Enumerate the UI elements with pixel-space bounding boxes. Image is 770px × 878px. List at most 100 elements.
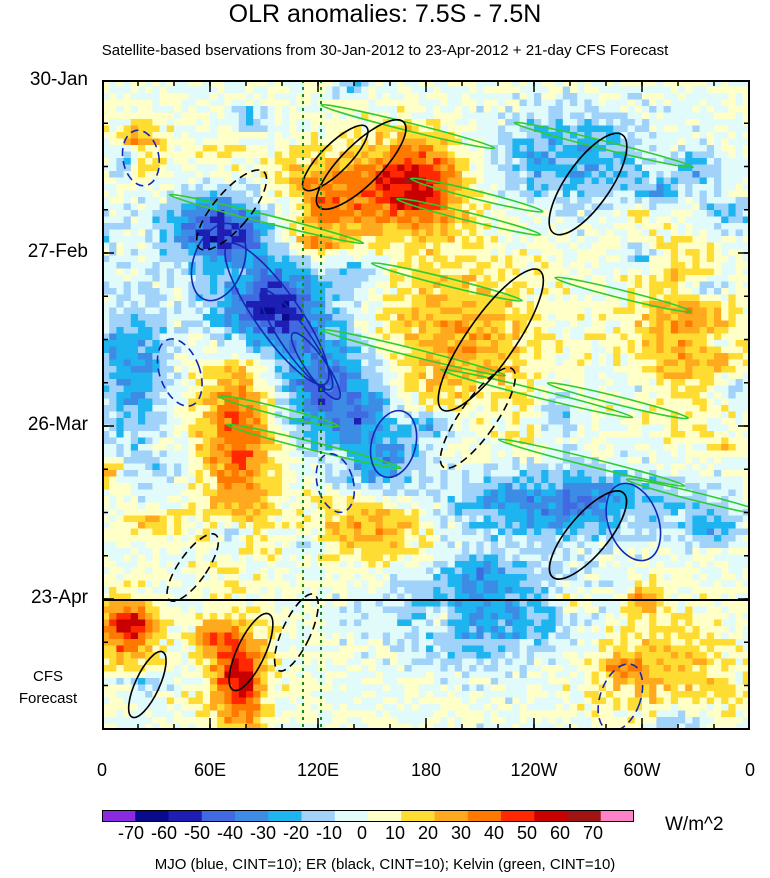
olr-cell bbox=[721, 184, 729, 191]
olr-cell bbox=[289, 366, 297, 373]
olr-cell bbox=[368, 190, 376, 198]
olr-cell bbox=[303, 268, 312, 276]
olr-cell bbox=[354, 86, 362, 94]
olr-cell bbox=[685, 99, 693, 107]
olr-cell bbox=[426, 301, 434, 308]
olr-cell bbox=[685, 236, 693, 243]
olr-cell bbox=[498, 203, 506, 211]
olr-cell bbox=[123, 340, 132, 347]
olr-cell bbox=[382, 236, 391, 243]
olr-cell bbox=[303, 275, 312, 282]
olr-cell bbox=[166, 106, 175, 113]
olr-cell bbox=[462, 346, 470, 354]
olr-cell bbox=[469, 307, 477, 315]
olr-cell bbox=[541, 93, 549, 100]
olr-cell bbox=[397, 268, 405, 276]
olr-cell bbox=[310, 119, 319, 126]
olr-cell bbox=[123, 151, 132, 159]
olr-cell bbox=[224, 359, 232, 367]
olr-cell bbox=[318, 138, 326, 146]
olr-cell bbox=[642, 203, 650, 211]
olr-cell bbox=[159, 314, 168, 321]
olr-cell bbox=[613, 392, 621, 399]
olr-cell bbox=[426, 333, 434, 341]
olr-cell bbox=[534, 327, 542, 334]
olr-cell bbox=[562, 301, 571, 308]
olr-cell bbox=[267, 398, 276, 406]
olr-cell bbox=[116, 327, 124, 334]
olr-cell bbox=[253, 411, 261, 419]
olr-cell bbox=[440, 132, 448, 139]
olr-cell bbox=[584, 86, 592, 94]
olr-cell bbox=[519, 301, 528, 308]
olr-cell bbox=[433, 294, 441, 302]
olr-cell bbox=[181, 405, 189, 412]
olr-cell bbox=[310, 138, 319, 146]
olr-cell bbox=[534, 333, 542, 341]
olr-cell bbox=[116, 93, 124, 100]
olr-cell bbox=[390, 112, 398, 120]
olr-cell bbox=[181, 314, 189, 321]
olr-cell bbox=[159, 197, 168, 204]
olr-cell bbox=[591, 158, 600, 165]
olr-cell bbox=[339, 405, 348, 412]
olr-cell bbox=[512, 158, 520, 165]
olr-cell bbox=[246, 320, 254, 328]
olr-cell bbox=[116, 268, 124, 276]
olr-cell bbox=[591, 379, 600, 386]
olr-cell bbox=[476, 275, 484, 282]
olr-cell bbox=[418, 314, 427, 321]
olr-cell bbox=[123, 268, 132, 276]
olr-cell bbox=[339, 177, 348, 185]
olr-cell bbox=[354, 359, 362, 367]
olr-cell bbox=[555, 177, 564, 185]
olr-cell bbox=[483, 327, 492, 334]
olr-cell bbox=[634, 320, 643, 328]
olr-cell bbox=[238, 398, 247, 406]
olr-cell bbox=[418, 86, 427, 94]
olr-cell bbox=[195, 99, 204, 107]
olr-cell bbox=[714, 99, 722, 107]
olr-cell bbox=[109, 177, 117, 185]
olr-cell bbox=[714, 372, 722, 380]
olr-cell bbox=[404, 210, 412, 217]
olr-cell bbox=[627, 229, 636, 237]
olr-cell bbox=[267, 184, 276, 191]
olr-cell bbox=[260, 125, 268, 133]
olr-cell bbox=[656, 106, 664, 113]
olr-cell bbox=[678, 301, 686, 308]
olr-cell bbox=[498, 190, 506, 198]
olr-cell bbox=[289, 314, 297, 321]
olr-cell bbox=[613, 171, 621, 178]
olr-cell bbox=[411, 184, 420, 191]
olr-cell bbox=[346, 385, 355, 393]
olr-cell bbox=[728, 379, 736, 386]
olr-cell bbox=[217, 125, 225, 133]
olr-cell bbox=[440, 385, 448, 393]
olr-cell bbox=[606, 106, 614, 113]
olr-cell bbox=[375, 242, 384, 250]
olr-cell bbox=[433, 411, 441, 419]
olr-cell bbox=[469, 112, 477, 120]
olr-cell bbox=[505, 340, 513, 347]
olr-cell bbox=[742, 145, 750, 152]
olr-cell bbox=[332, 184, 340, 191]
olr-cell bbox=[678, 346, 686, 354]
olr-cell bbox=[231, 268, 240, 276]
olr-cell bbox=[735, 353, 744, 360]
olr-cell bbox=[714, 151, 722, 159]
olr-cell bbox=[721, 210, 729, 217]
olr-cell bbox=[620, 431, 628, 438]
olr-cell bbox=[274, 132, 283, 139]
olr-cell bbox=[620, 138, 628, 146]
olr-cell bbox=[584, 411, 592, 419]
olr-cell bbox=[505, 262, 513, 269]
olr-cell bbox=[706, 99, 715, 107]
olr-cell bbox=[130, 164, 139, 172]
olr-cell bbox=[152, 411, 160, 419]
olr-cell bbox=[613, 346, 621, 354]
olr-cell bbox=[202, 437, 211, 445]
olr-cell bbox=[210, 151, 218, 159]
olr-cell bbox=[411, 320, 420, 328]
olr-cell bbox=[548, 223, 556, 230]
